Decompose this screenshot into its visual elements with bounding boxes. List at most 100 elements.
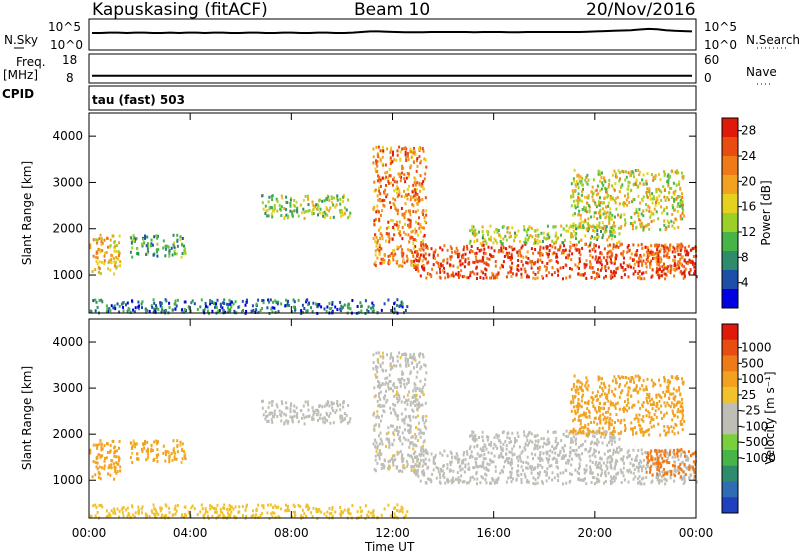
power-scatter-cells — [89, 145, 698, 315]
range-gate-cell — [146, 251, 149, 255]
range-gate-cell — [667, 198, 670, 202]
range-gate-cell — [321, 417, 324, 421]
range-gate-cell — [157, 440, 159, 444]
range-gate-cell — [413, 443, 416, 447]
range-gate-cell — [611, 419, 614, 423]
range-gate-cell — [325, 310, 328, 313]
range-gate-cell — [100, 237, 103, 241]
range-gate-cell — [627, 401, 630, 405]
range-gate-cell — [590, 441, 592, 445]
range-gate-cell — [376, 446, 379, 450]
range-gate-cell — [523, 240, 526, 244]
range-gate-cell — [643, 431, 645, 435]
range-gate-cell — [653, 402, 656, 406]
range-gate-cell — [349, 307, 352, 311]
range-gate-cell — [596, 229, 599, 232]
range-gate-cell — [623, 461, 625, 465]
range-gate-cell — [633, 380, 635, 384]
range-gate-cell — [539, 251, 542, 255]
range-gate-cell — [270, 418, 273, 421]
range-gate-cell — [587, 399, 590, 403]
range-gate-cell — [639, 219, 642, 223]
range-gate-cell — [637, 374, 640, 378]
range-gate-cell — [493, 442, 496, 446]
range-gate-cell — [410, 441, 413, 444]
range-gate-cell — [394, 252, 397, 256]
range-gate-cell — [423, 216, 426, 219]
range-gate-cell — [421, 470, 423, 474]
range-gate-cell — [657, 258, 660, 261]
range-gate-cell — [315, 207, 318, 211]
range-gate-cell — [591, 270, 594, 274]
range-gate-cell — [480, 453, 483, 457]
range-gate-cell — [511, 466, 514, 470]
range-gate-cell — [386, 193, 389, 197]
range-gate-cell — [634, 253, 637, 257]
range-gate-cell — [421, 259, 424, 263]
range-gate-cell — [336, 308, 339, 311]
range-gate-cell — [590, 421, 593, 424]
range-gate-cell — [300, 309, 303, 313]
range-gate-cell — [622, 409, 625, 413]
range-gate-cell — [115, 471, 118, 475]
range-gate-cell — [551, 450, 554, 454]
range-gate-cell — [543, 236, 546, 240]
range-gate-cell — [412, 151, 415, 155]
range-gate-cell — [631, 405, 634, 409]
range-gate-cell — [423, 425, 426, 429]
range-gate-cell — [555, 458, 558, 462]
range-gate-cell — [669, 246, 672, 250]
range-gate-cell — [640, 418, 643, 421]
range-gate-cell — [318, 404, 321, 408]
range-gate-cell — [109, 268, 112, 272]
range-gate-cell — [522, 461, 525, 464]
range-gate-cell — [388, 380, 391, 383]
range-gate-cell — [663, 170, 666, 174]
range-gate-cell — [364, 299, 367, 303]
range-gate-cell — [95, 505, 98, 509]
range-gate-cell — [664, 448, 667, 452]
range-gate-cell — [634, 458, 637, 462]
range-gate-cell — [176, 450, 179, 454]
range-gate-cell — [625, 170, 627, 174]
range-gate-cell — [650, 449, 653, 453]
range-gate-cell — [563, 444, 566, 448]
range-gate-cell — [436, 253, 439, 257]
range-gate-cell — [682, 408, 684, 412]
range-gate-cell — [545, 251, 548, 255]
range-gate-cell — [375, 365, 377, 369]
range-gate-cell — [492, 276, 495, 280]
range-gate-cell — [618, 437, 621, 441]
range-gate-cell — [600, 393, 603, 397]
range-gate-cell — [510, 267, 513, 271]
range-gate-cell — [674, 208, 677, 212]
range-gate-cell — [143, 241, 146, 245]
range-gate-cell — [611, 184, 614, 188]
range-gate-cell — [582, 226, 585, 230]
range-gate-cell — [375, 351, 378, 355]
range-gate-cell — [299, 505, 302, 509]
range-gate-cell — [326, 419, 329, 423]
range-gate-cell — [483, 261, 486, 265]
range-gate-cell — [388, 440, 391, 444]
range-gate-cell — [156, 254, 159, 258]
range-gate-cell — [423, 268, 426, 272]
range-gate-cell — [545, 473, 548, 477]
range-gate-cell — [648, 459, 651, 463]
range-gate-cell — [635, 385, 638, 389]
range-gate-cell — [318, 416, 321, 420]
range-gate-cell — [683, 420, 686, 423]
range-gate-cell — [264, 212, 267, 215]
range-gate-cell — [678, 471, 681, 475]
range-gate-cell — [168, 306, 171, 309]
range-gate-cell — [389, 156, 392, 160]
range-gate-cell — [609, 455, 612, 459]
range-gate-cell — [574, 468, 577, 472]
range-gate-cell — [408, 424, 411, 427]
range-gate-cell — [642, 476, 645, 480]
range-gate-cell — [317, 303, 320, 307]
range-gate-cell — [416, 192, 419, 196]
range-gate-cell — [116, 507, 119, 511]
range-gate-cell — [624, 267, 627, 271]
range-gate-cell — [153, 506, 156, 510]
